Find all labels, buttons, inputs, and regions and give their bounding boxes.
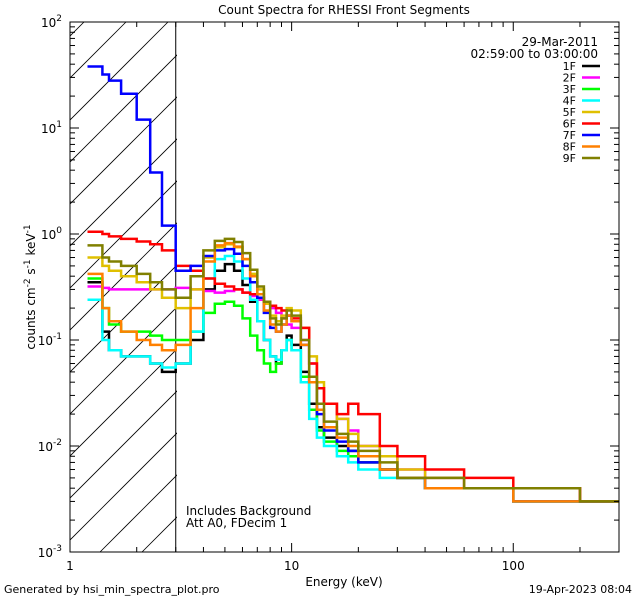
y-tick-label: 102 [41,14,62,30]
hatch-line [520,22,640,552]
x-tick-label: 100 [502,559,525,573]
y-axis-label: counts cm-2 s-1 keV-1 [23,224,38,349]
hatch-line [70,432,177,541]
y-axis: 102 101 100 10-1 10-2 10-3 [38,14,619,560]
legend-label: 3F [563,83,576,96]
hatched-region [0,22,640,552]
y-tick-label: 10-2 [38,438,62,454]
footer-timestamp: 19-Apr-2023 08:04 [528,583,632,596]
annotation-attenuator: Att A0, FDecim 1 [186,516,287,530]
legend-label: 5F [563,106,576,119]
x-tick-label: 10 [284,559,299,573]
hatch-line [70,54,177,163]
plot-frame [69,21,620,553]
date-label: 29-Mar-2011 [522,35,598,49]
footer-generated: Generated by hsi_min_spectra_plot.pro [4,583,220,596]
x-tick-label: 1 [66,559,74,573]
hatch-line [70,222,177,331]
annotation-background: Includes Background [186,504,311,518]
hatch-line [70,348,177,457]
legend-label: 9F [563,152,576,165]
series-9F [87,237,619,503]
hatch-line [70,180,177,289]
hatch-line [604,22,640,552]
series-2F [87,285,619,503]
x-axis: 1 10 100 [66,22,620,573]
series-3F [87,277,619,503]
legend-label: 7F [563,129,576,142]
legend-label: 4F [563,95,576,108]
y-tick-label: 10-1 [38,332,62,348]
series-4F [87,254,619,503]
hatch-line [478,22,640,552]
legend-label: 1F [563,60,576,73]
y-tick-label: 101 [41,120,62,136]
series-layer [87,65,619,503]
hatch-line [70,390,177,499]
hatch-line [0,22,42,552]
legend-label: 8F [563,141,576,154]
hatch-line [70,22,169,121]
y-tick-label: 100 [41,226,62,242]
x-axis-label: Energy (keV) [305,575,382,589]
hatch-line [226,22,640,552]
legend-label: 2F [563,72,576,85]
chart-title: Count Spectra for RHESSI Front Segments [218,3,470,17]
hatch-line [70,264,177,373]
y-tick-label: 10-3 [38,544,62,560]
hatch-line [394,22,640,552]
hatch-line [436,22,640,552]
series-1F [87,262,619,503]
series-7F [87,65,619,503]
hatch-line [70,96,177,205]
time-range-label: 02:59:00 to 03:00:00 [471,47,598,61]
legend-label: 6F [563,118,576,131]
